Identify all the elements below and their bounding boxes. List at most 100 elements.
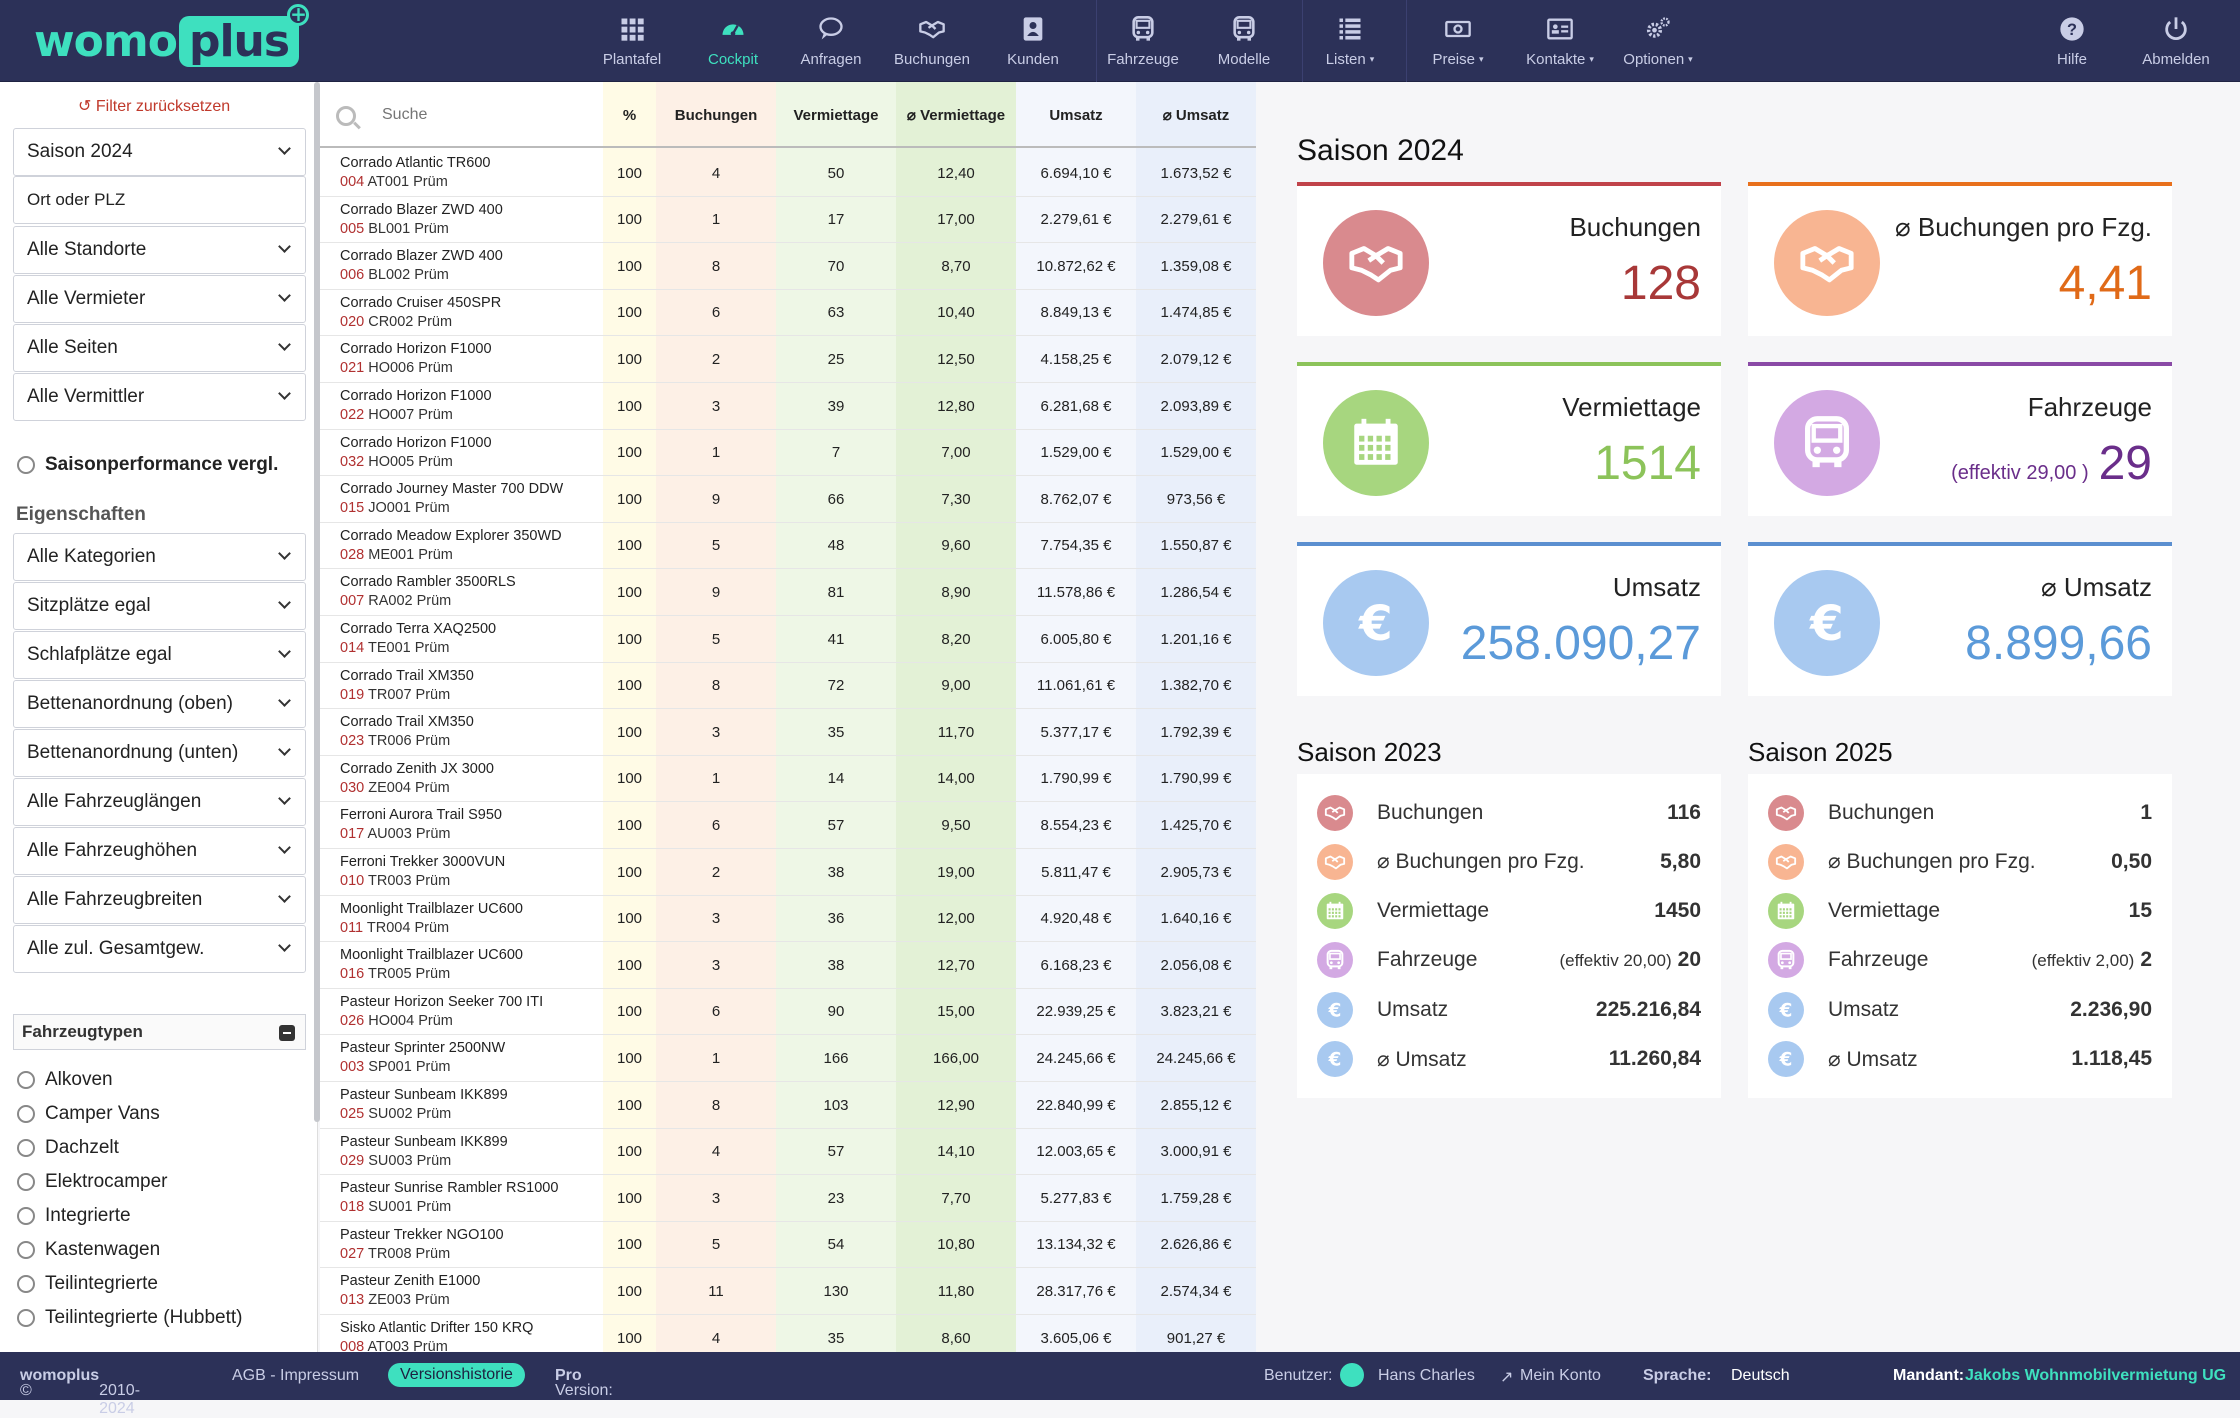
vehicle-type-radio[interactable]: Teilintegrierte bbox=[17, 1273, 158, 1295]
vehicle-types-header[interactable]: Fahrzeugtypen bbox=[13, 1014, 306, 1050]
vehicle-name[interactable]: Ferroni Aurora Trail S950 bbox=[340, 807, 502, 824]
table-row[interactable]: Sisko Atlantic Drifter 150 KRQ 008 AT003 … bbox=[320, 1315, 1256, 1352]
schlafplaetze-select[interactable]: Schlafplätze egal bbox=[13, 631, 306, 679]
kategorien-select[interactable]: Alle Kategorien bbox=[13, 533, 306, 581]
table-row[interactable]: Corrado Blazer ZWD 400 006 BL002 Prüm 100 8… bbox=[320, 243, 1256, 290]
table-row[interactable]: Ferroni Aurora Trail S950 017 AU003 Prüm 1… bbox=[320, 802, 1256, 849]
column-header[interactable]: ⌀ Umsatz bbox=[1162, 107, 1230, 124]
table-row[interactable]: Pasteur Trekker NGO100 027 TR008 Prüm 100 5… bbox=[320, 1222, 1256, 1269]
bett-oben-select[interactable]: Bettenanordnung (oben) bbox=[13, 680, 306, 728]
standorte-select[interactable]: Alle Standorte bbox=[13, 226, 306, 274]
reset-filter-link[interactable]: ↺ Filter zurücksetzen bbox=[78, 96, 230, 116]
nav-optionen[interactable]: Optionen ▾ bbox=[1608, 0, 1708, 82]
table-row[interactable]: Corrado Blazer ZWD 400 005 BL001 Prüm 100 1… bbox=[320, 197, 1256, 244]
breiten-select[interactable]: Alle Fahrzeugbreiten bbox=[13, 876, 306, 924]
vehicle-name[interactable]: Pasteur Sunbeam IKK899 bbox=[340, 1087, 508, 1103]
filter-scrollbar[interactable] bbox=[314, 82, 320, 1122]
column-header[interactable]: % bbox=[622, 106, 637, 124]
agb-link[interactable]: AGB - Impressum bbox=[232, 1367, 360, 1384]
nav-preise[interactable]: Preise ▾ bbox=[1408, 0, 1508, 82]
vehicle-name[interactable]: Corrado Trail XM350 bbox=[340, 667, 474, 684]
compare-season-radio[interactable]: Saisonperformance vergl. bbox=[17, 454, 278, 476]
table-row[interactable]: Pasteur Sunrise Rambler RS1000 018 SU001 … bbox=[320, 1175, 1256, 1222]
vehicle-name[interactable]: Corrado Blazer ZWD 400 bbox=[340, 248, 503, 265]
version-history-button[interactable]: Versionshistorie bbox=[388, 1363, 525, 1387]
vehicle-name[interactable]: Corrado Atlantic TR600 bbox=[340, 155, 491, 171]
table-row[interactable]: Corrado Meadow Explorer 350WD 028 ME001 P… bbox=[320, 523, 1256, 570]
vehicle-name[interactable]: Pasteur Sunrise Rambler RS1000 bbox=[340, 1180, 559, 1197]
table-search-input[interactable] bbox=[382, 102, 582, 128]
seiten-select[interactable]: Alle Seiten bbox=[13, 324, 306, 372]
laengen-select[interactable]: Alle Fahrzeuglängen bbox=[13, 778, 306, 826]
vehicle-type-radio[interactable]: Elektrocamper bbox=[17, 1171, 168, 1193]
bett-unten-select[interactable]: Bettenanordnung (unten) bbox=[13, 729, 306, 777]
table-row[interactable]: Pasteur Zenith E1000 013 ZE003 Prüm 100 11 1… bbox=[320, 1268, 1256, 1315]
column-header[interactable]: Vermiettage bbox=[793, 106, 879, 124]
vehicle-name[interactable]: Corrado Horizon F1000 bbox=[340, 388, 492, 404]
place-input[interactable]: Ort oder PLZ bbox=[13, 176, 306, 224]
vehicle-type-radio[interactable]: Teilintegrierte (Hubbett) bbox=[17, 1307, 242, 1329]
table-row[interactable]: Corrado Trail XM350 023 TR006 Prüm 100 3 35 1… bbox=[320, 709, 1256, 756]
vehicle-name[interactable]: Corrado Zenith JX 3000 bbox=[340, 760, 494, 777]
vehicle-type-radio[interactable]: Camper Vans bbox=[17, 1103, 160, 1125]
vehicle-name[interactable]: Pasteur Trekker NGO100 bbox=[340, 1226, 504, 1243]
table-row[interactable]: Corrado Zenith JX 3000 030 ZE004 Prüm 100 1… bbox=[320, 756, 1256, 803]
column-header[interactable]: Buchungen bbox=[674, 106, 758, 124]
vehicle-name[interactable]: Corrado Meadow Explorer 350WD bbox=[340, 527, 562, 544]
table-row[interactable]: Pasteur Sunbeam IKK899 025 SU002 Prüm 100 8… bbox=[320, 1082, 1256, 1129]
vehicle-name[interactable]: Corrado Terra XAQ2500 bbox=[340, 621, 497, 637]
vehicle-name[interactable]: Ferroni Trekker 3000VUN bbox=[340, 854, 506, 870]
vehicle-name[interactable]: Pasteur Sprinter 2500NW bbox=[340, 1040, 506, 1057]
table-row[interactable]: Ferroni Trekker 3000VUN 010 TR003 Prüm 100… bbox=[320, 849, 1256, 896]
table-row[interactable]: Corrado Horizon F1000 022 HO007 Prüm 100 3 3… bbox=[320, 383, 1256, 430]
table-row[interactable]: Moonlight Trailblazer UC600 011 TR004 Prü… bbox=[320, 896, 1256, 943]
table-row[interactable]: Moonlight Trailblazer UC600 016 TR005 Prü… bbox=[320, 942, 1256, 989]
vehicle-name[interactable]: Pasteur Zenith E1000 bbox=[340, 1273, 481, 1290]
language-value[interactable]: Deutsch bbox=[1731, 1367, 1790, 1384]
vehicle-type-radio[interactable]: Dachzelt bbox=[17, 1137, 119, 1159]
nav-listen[interactable]: Listen ▾ bbox=[1300, 0, 1400, 82]
nav-cockpit[interactable]: Cockpit bbox=[683, 0, 783, 82]
vehicle-type-radio[interactable]: Alkoven bbox=[17, 1069, 113, 1091]
table-row[interactable]: Corrado Horizon F1000 021 HO006 Prüm 100 2 2… bbox=[320, 336, 1256, 383]
womoplus-logo[interactable]: womo plus + bbox=[34, 3, 310, 67]
nav-modelle[interactable]: Modelle bbox=[1194, 0, 1294, 82]
vermieter-select[interactable]: Alle Vermieter bbox=[13, 275, 306, 323]
table-row[interactable]: Corrado Cruiser 450SPR 020 CR002 Prüm 100 6… bbox=[320, 290, 1256, 337]
nav-buchungen[interactable]: Buchungen bbox=[882, 0, 982, 82]
nav-abmelden[interactable]: Abmelden bbox=[2126, 0, 2226, 82]
nav-anfragen[interactable]: Anfragen bbox=[781, 0, 881, 82]
vehicle-name[interactable]: Corrado Blazer ZWD 400 bbox=[340, 201, 503, 218]
vehicle-name[interactable]: Corrado Cruiser 450SPR bbox=[340, 294, 502, 311]
vehicle-name[interactable]: Moonlight Trailblazer UC600 bbox=[340, 900, 523, 917]
table-row[interactable]: Corrado Horizon F1000 032 HO005 Prüm 100 1 7… bbox=[320, 430, 1256, 477]
vermittler-select[interactable]: Alle Vermittler bbox=[13, 373, 306, 421]
nav-kontakte[interactable]: Kontakte ▾ bbox=[1510, 0, 1610, 82]
vehicle-name[interactable]: Moonlight Trailblazer UC600 bbox=[340, 947, 523, 964]
vehicle-name[interactable]: Corrado Horizon F1000 bbox=[340, 341, 492, 358]
vehicle-name[interactable]: Sisko Atlantic Drifter 150 KRQ bbox=[340, 1320, 534, 1336]
my-account-link[interactable]: Mein Konto bbox=[1520, 1367, 1601, 1384]
column-header[interactable]: Umsatz bbox=[1049, 106, 1103, 124]
vehicle-type-radio[interactable]: Kastenwagen bbox=[17, 1239, 160, 1261]
collapse-icon[interactable] bbox=[279, 1025, 295, 1041]
sitzplaetze-select[interactable]: Sitzplätze egal bbox=[13, 582, 306, 630]
nav-kunden[interactable]: Kunden bbox=[983, 0, 1083, 82]
vehicle-name[interactable]: Corrado Rambler 3500RLS bbox=[340, 574, 516, 591]
vehicle-name[interactable]: Pasteur Horizon Seeker 700 ITI bbox=[340, 993, 544, 1010]
table-row[interactable]: Corrado Terra XAQ2500 014 TE001 Prüm 100 5 4… bbox=[320, 616, 1256, 663]
user-name[interactable]: Hans Charles bbox=[1378, 1367, 1475, 1384]
vehicle-name[interactable]: Pasteur Sunbeam IKK899 bbox=[340, 1133, 508, 1150]
nav-hilfe[interactable]: ? Hilfe bbox=[2022, 0, 2122, 82]
column-header[interactable]: ⌀ Vermiettage bbox=[906, 107, 1006, 124]
vehicle-name[interactable]: Corrado Horizon F1000 bbox=[340, 434, 492, 451]
gewicht-select[interactable]: Alle zul. Gesamtgew. bbox=[13, 925, 306, 973]
vehicle-type-radio[interactable]: Integrierte bbox=[17, 1205, 131, 1227]
vehicle-name[interactable]: Corrado Trail XM350 bbox=[340, 714, 474, 731]
nav-plantafel[interactable]: Plantafel bbox=[582, 0, 682, 82]
hoehen-select[interactable]: Alle Fahrzeughöhen bbox=[13, 827, 306, 875]
table-row[interactable]: Pasteur Horizon Seeker 700 ITI 026 HO004 … bbox=[320, 989, 1256, 1036]
table-row[interactable]: Pasteur Sunbeam IKK899 029 SU003 Prüm 100 4… bbox=[320, 1129, 1256, 1176]
table-row[interactable]: Pasteur Sprinter 2500NW 003 SP001 Prüm 100… bbox=[320, 1035, 1256, 1082]
vehicle-name[interactable]: Corrado Journey Master 700 DDW bbox=[340, 481, 564, 498]
